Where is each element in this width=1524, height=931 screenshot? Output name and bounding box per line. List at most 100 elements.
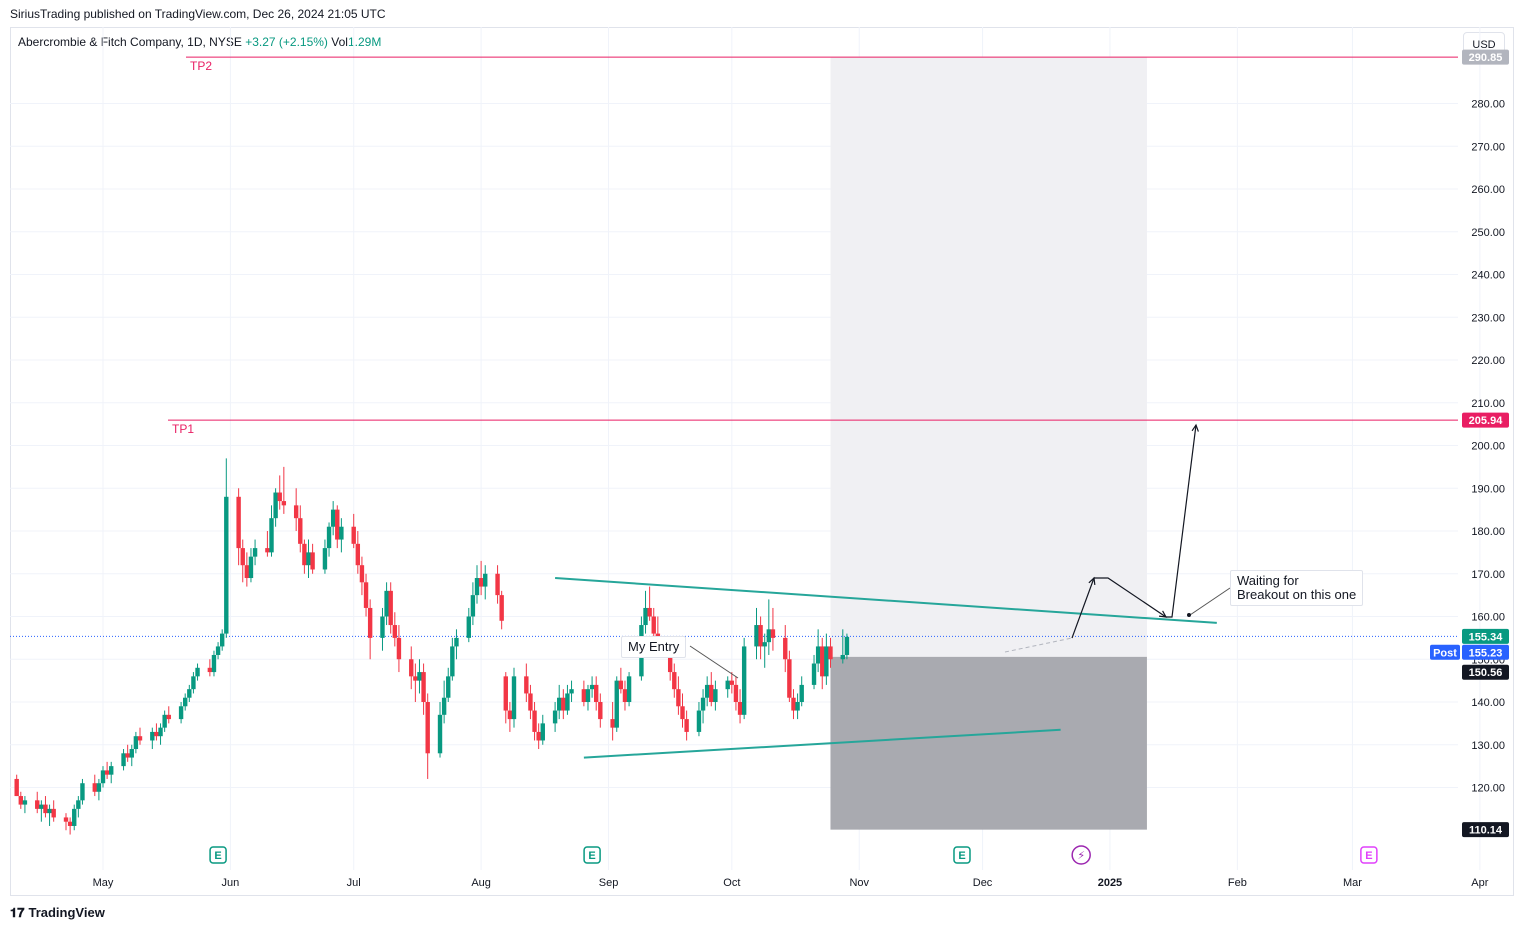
- candle-body: [22, 800, 28, 805]
- target-zone: [830, 57, 1147, 657]
- candle-body: [384, 590, 389, 617]
- candle-body: [310, 552, 315, 570]
- candle-body: [565, 693, 570, 711]
- candle-body: [413, 676, 418, 681]
- x-tick-label: Oct: [723, 877, 740, 889]
- candle-body: [392, 625, 398, 638]
- candle-body: [359, 565, 365, 583]
- candle-body: [219, 633, 225, 647]
- candle-body: [67, 821, 73, 826]
- entry-price-tag-bg: [1462, 664, 1509, 680]
- candle-body: [322, 548, 328, 570]
- candle-body: [766, 629, 772, 643]
- candle-body: [72, 808, 77, 826]
- last-price-tag: 155.34: [1469, 631, 1504, 643]
- candle-body: [92, 783, 97, 792]
- candle-body: [293, 505, 299, 519]
- post-label: Post: [1433, 647, 1457, 659]
- entry-note[interactable]: My Entry: [621, 636, 687, 658]
- candle-body: [380, 616, 385, 638]
- breakout-note[interactable]: Waiting for Breakout on this one: [1230, 570, 1364, 606]
- candle-body: [236, 496, 241, 549]
- post-label-bg: [1430, 644, 1460, 660]
- candle-body: [273, 492, 278, 519]
- stop-zone: [830, 656, 1147, 830]
- candle-body: [770, 629, 776, 638]
- y-tick-label: 230.00: [1471, 312, 1505, 324]
- candle-body: [618, 680, 624, 690]
- candle-body: [598, 702, 603, 720]
- candle-body: [614, 680, 619, 728]
- candle-body: [696, 710, 702, 732]
- candle-body: [417, 672, 422, 681]
- candle-body: [454, 637, 459, 647]
- candle-body: [536, 731, 541, 741]
- candle-body: [330, 509, 336, 527]
- x-tick-label: 2025: [1098, 877, 1122, 889]
- candle-body: [524, 676, 529, 694]
- y-tick-label: 270.00: [1471, 141, 1505, 153]
- candle-body: [581, 689, 587, 702]
- candle-body: [594, 684, 599, 702]
- candle-body: [676, 689, 681, 707]
- candle-body: [478, 578, 484, 587]
- candle-body: [306, 552, 311, 566]
- candle-body: [14, 778, 19, 797]
- candle-body: [166, 714, 171, 720]
- earnings-icon: E: [1365, 850, 1372, 862]
- candle-body: [150, 731, 155, 741]
- candle-body: [39, 804, 44, 809]
- candle-body: [195, 667, 200, 677]
- x-tick-label: Jul: [347, 877, 361, 889]
- candle-body: [224, 496, 229, 634]
- candle-body: [244, 565, 250, 579]
- candle-body: [758, 625, 763, 647]
- candle-body: [622, 689, 628, 702]
- tradingview-logo[interactable]: 𝟏𝟕 TradingView: [10, 905, 105, 921]
- candle-body: [684, 719, 689, 732]
- candle-body: [643, 607, 648, 626]
- tradingview-logo-text: TradingView: [28, 905, 105, 920]
- x-tick-label: Feb: [1228, 877, 1247, 889]
- candle-body: [811, 663, 817, 685]
- candle-body: [326, 526, 332, 549]
- x-tick-label: May: [93, 877, 114, 889]
- candle-body: [240, 548, 245, 566]
- y-tick-label: 240.00: [1471, 270, 1505, 282]
- candle-body: [100, 770, 106, 784]
- candle-body: [133, 736, 139, 750]
- candle-body: [409, 659, 414, 677]
- price-change: +3.27 (+2.15%): [245, 35, 328, 49]
- candle-body: [51, 808, 56, 818]
- candle-body: [183, 697, 188, 707]
- entry-note-pointer: [689, 645, 739, 679]
- candle-body: [252, 548, 258, 557]
- candle-body: [162, 714, 167, 728]
- arrow-head-target: [1191, 423, 1199, 432]
- x-tick-label: Nov: [849, 877, 869, 889]
- symbol-title[interactable]: Abercrombie & Fitch Company, 1D, NYSE: [18, 35, 242, 49]
- candle-body: [207, 667, 213, 673]
- candle-body: [339, 526, 344, 540]
- candle-body: [269, 518, 274, 553]
- arrow-head-up: [1088, 576, 1096, 586]
- candle-body: [507, 710, 513, 720]
- candle-body: [672, 672, 677, 690]
- candle-body: [421, 672, 426, 702]
- candle-body: [396, 637, 402, 660]
- earnings-icon-box: [583, 846, 601, 864]
- entry-note-text: My Entry: [628, 639, 680, 654]
- candle-body: [815, 646, 821, 664]
- candle-body: [43, 804, 48, 814]
- tp1-price-tag-bg: [1462, 412, 1509, 428]
- candle-body: [528, 693, 533, 711]
- projection-dash: [1004, 637, 1073, 653]
- candle-body: [248, 556, 254, 579]
- candle-body: [762, 642, 767, 647]
- x-tick-label: Dec: [973, 877, 993, 889]
- candle-body: [298, 518, 303, 544]
- y-tick-label: 140.00: [1471, 697, 1505, 709]
- candle-body: [215, 646, 221, 655]
- candle-body: [729, 680, 735, 685]
